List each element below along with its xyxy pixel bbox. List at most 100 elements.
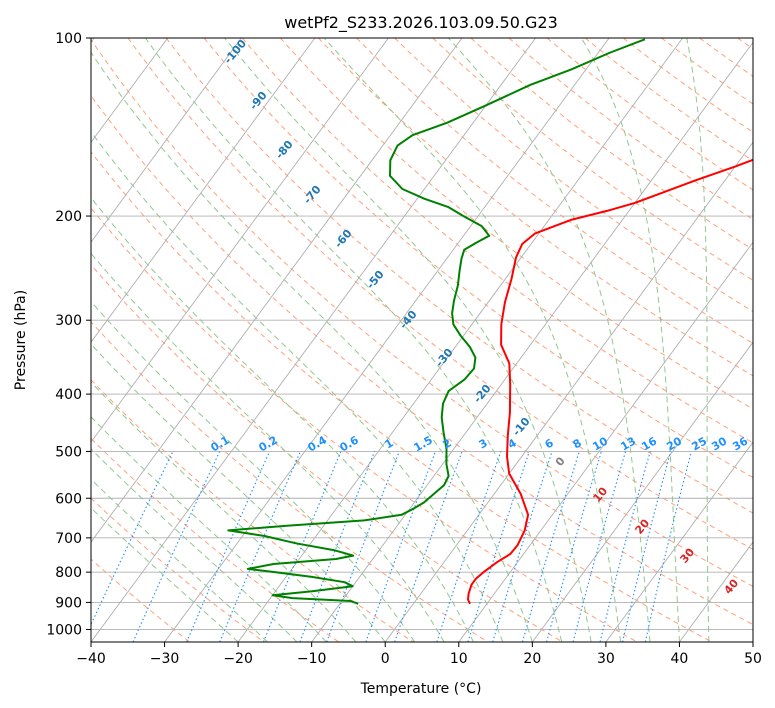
dry-adiabat-line: [470, 38, 753, 251]
mixing-ratio-label: 10: [590, 434, 610, 453]
mixing-ratio-label: 25: [689, 435, 709, 454]
mixing-ratio-label: 13: [618, 435, 638, 454]
mixing-ratio-line: [186, 451, 271, 642]
moist-adiabat-line: [224, 38, 592, 642]
dry-adiabat-line: [127, 38, 753, 550]
x-tick-label: −30: [150, 651, 180, 667]
dry-adiabat-line: [91, 151, 713, 642]
isotherm-line: [91, 38, 169, 144]
temperature-profile-line: [467, 158, 753, 605]
isotherm-label: 30: [677, 545, 697, 565]
mixing-ratio-line: [622, 451, 672, 642]
x-tick-label: 50: [744, 651, 762, 667]
isotherm-label: -60: [332, 227, 355, 251]
moist-adiabat-line: [91, 478, 268, 642]
mixing-ratio-line: [262, 451, 342, 642]
isotherm-label: -50: [364, 268, 387, 292]
y-tick-label: 700: [55, 531, 82, 547]
mixing-ratio-label: 8: [571, 436, 584, 451]
plot-frame: [90, 37, 754, 643]
moist-adiabat-line: [686, 38, 710, 642]
moist-adiabat-line: [91, 416, 327, 642]
moist-adiabat-line: [91, 343, 386, 642]
dry-adiabat-line: [91, 321, 489, 642]
dry-adiabat-line: [91, 207, 638, 642]
x-tick-label: 0: [381, 651, 390, 667]
mixing-ratio-label: 6: [543, 436, 556, 451]
y-tick-label: 900: [55, 595, 82, 611]
moist-adiabat-line: [91, 507, 239, 642]
mixing-ratio-label: 2: [441, 436, 454, 451]
mixing-ratio-line: [365, 451, 437, 642]
isotherm-line: [91, 38, 463, 543]
dry-adiabat-line: [280, 38, 753, 410]
dry-adiabat-line: [91, 264, 563, 642]
mixing-ratio-line: [492, 451, 553, 642]
dry-adiabat-line: [546, 38, 753, 191]
moist-adiabat-line: [580, 38, 680, 642]
mixing-ratio-line: [394, 451, 463, 642]
moist-adiabat-line: [91, 448, 298, 642]
moist-adiabat-line: [323, 38, 622, 642]
dewpoint-profile-line: [227, 38, 646, 605]
isotherm-line: [91, 38, 242, 244]
mixing-ratio-line: [299, 451, 376, 642]
x-tick-label: −40: [76, 651, 106, 667]
mixing-ratio-line: [546, 451, 602, 642]
dry-adiabat-line: [91, 437, 340, 642]
mixing-ratio-line: [467, 451, 530, 642]
mixing-ratio-line: [436, 451, 502, 642]
isotherm-label: -20: [471, 382, 494, 406]
isotherm-label: -40: [397, 308, 420, 332]
isotherm-label: -70: [301, 183, 324, 207]
moist-adiabat-line: [448, 38, 651, 642]
dry-adiabat-line: [241, 38, 753, 444]
dry-adiabat-line: [356, 38, 753, 344]
x-axis-label: Temperature (°C): [360, 681, 482, 697]
x-tick-label: 30: [597, 651, 615, 667]
y-axis-label: Pressure (hPa): [13, 290, 29, 390]
dry-adiabat-line: [91, 497, 265, 642]
mixing-ratio-line: [521, 451, 580, 642]
dry-adiabat-line: [699, 38, 753, 77]
mixing-ratio-line: [572, 451, 627, 642]
isotherm-label: 40: [721, 576, 741, 596]
y-tick-label: 200: [55, 209, 82, 225]
moist-adiabat-line: [91, 131, 504, 642]
mixing-ratio-label: 1: [383, 436, 396, 451]
x-tick-label: −20: [223, 651, 253, 667]
dry-adiabat-line: [91, 94, 753, 626]
mixing-ratio-label: 36: [730, 434, 750, 453]
dry-adiabat-line: [91, 38, 753, 587]
x-tick-label: 20: [523, 651, 541, 667]
isotherm-line: [91, 38, 536, 642]
dry-adiabat-line: [432, 38, 753, 281]
chart-title: wetPf2_S233.2026.103.09.50.G23: [284, 13, 558, 33]
isotherm-line: [605, 441, 753, 642]
mixing-ratio-line: [91, 451, 174, 626]
mixing-ratio-label: 20: [664, 434, 684, 453]
mixing-ratio-line: [219, 451, 301, 642]
mixing-ratio-line: [644, 451, 693, 642]
x-tick-label: 40: [671, 651, 689, 667]
x-tick-label: 10: [450, 651, 468, 667]
isotherm-line: [458, 241, 753, 642]
mixing-ratio-label: 3: [477, 436, 490, 451]
y-tick-label: 300: [55, 313, 82, 329]
dry-adiabat-line: [318, 38, 753, 377]
mixing-ratio-line: [599, 451, 651, 642]
isotherm-line: [91, 38, 389, 443]
isotherm-line: [752, 641, 753, 642]
isotherm-label: -30: [433, 346, 456, 370]
moist-adiabat-line: [91, 300, 416, 642]
x-tick-label: −10: [297, 651, 327, 667]
isotherm-label: -80: [273, 138, 296, 162]
y-tick-label: 100: [55, 31, 82, 47]
moist-adiabat-line: [91, 381, 357, 642]
moist-adiabat-line: [91, 51, 533, 642]
mixing-ratio-label: 16: [639, 434, 659, 453]
isotherm-line: [91, 38, 316, 343]
isotherm-line: [531, 341, 753, 642]
isotherm-label: 10: [590, 484, 610, 504]
